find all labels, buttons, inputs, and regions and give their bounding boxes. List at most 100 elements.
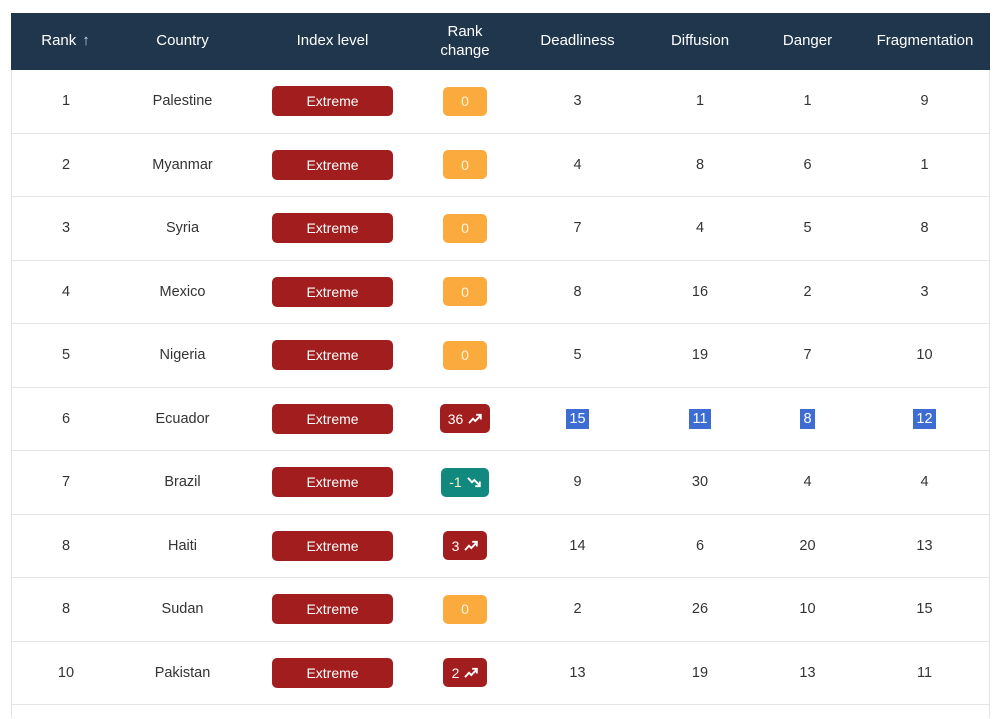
cell-rank: 2 bbox=[61, 156, 71, 173]
cell-danger: 4 bbox=[803, 474, 812, 491]
column-label: Rank bbox=[41, 32, 77, 50]
column-label: Index level bbox=[296, 32, 369, 50]
column-label: Diffusion bbox=[670, 32, 730, 50]
cell-fragmentation: 3 bbox=[920, 283, 929, 300]
cell-deadliness: 5 bbox=[573, 347, 582, 364]
cell-rank: 8 bbox=[61, 537, 71, 554]
cell-fragmentation: 11 bbox=[916, 664, 933, 681]
cell-fragmentation: 8 bbox=[920, 220, 929, 237]
table-row: 6 Ecuador Extreme 36 15 11 8 bbox=[12, 388, 989, 451]
cell-rank-change: 0 bbox=[420, 324, 510, 387]
column-label: Country bbox=[156, 32, 209, 50]
header-cell-index_level[interactable]: Index level bbox=[245, 13, 420, 70]
table-row: 2 Myanmar Extreme 0 4 8 6 1 bbox=[12, 134, 989, 197]
cell-deadliness: 9 bbox=[573, 474, 582, 491]
table-row: 7 Brazil Extreme -1 9 30 4 bbox=[12, 451, 989, 515]
cell-deadliness: 13 bbox=[569, 664, 586, 681]
index-level-badge: Extreme bbox=[272, 594, 393, 625]
partial-next-row bbox=[11, 705, 990, 718]
cell-rank: 4 bbox=[61, 283, 71, 300]
index-level-badge: Extreme bbox=[272, 276, 393, 307]
cell-danger: 1 bbox=[803, 93, 812, 110]
cell-diffusion: 19 bbox=[691, 347, 709, 364]
cell-rank: 1 bbox=[61, 93, 71, 110]
index-level-badge: Extreme bbox=[272, 213, 393, 244]
cell-index-level: Extreme bbox=[245, 388, 420, 451]
cell-fragmentation: 1 bbox=[920, 156, 929, 173]
index-level-badge: Extreme bbox=[272, 86, 393, 117]
index-level-badge: Extreme bbox=[272, 340, 393, 371]
cell-country: Brazil bbox=[164, 474, 201, 491]
cell-deadliness: 7 bbox=[573, 220, 582, 237]
rank-change-badge: -1 bbox=[441, 467, 489, 497]
table-row: 4 Mexico Extreme 0 8 16 2 3 bbox=[12, 261, 989, 324]
cell-rank: 3 bbox=[61, 220, 71, 237]
cell-diffusion: 4 bbox=[695, 220, 705, 237]
cell-rank: 10 bbox=[57, 664, 75, 681]
cell-fragmentation: 15 bbox=[916, 601, 933, 618]
table-row: 5 Nigeria Extreme 0 5 19 7 10 bbox=[12, 324, 989, 388]
cell-country: Sudan bbox=[161, 601, 204, 618]
cell-danger: 10 bbox=[799, 601, 816, 618]
cell-danger: 7 bbox=[803, 347, 812, 364]
table-row: 8 Haiti Extreme 3 14 6 20 bbox=[12, 515, 989, 578]
cell-danger: 2 bbox=[803, 283, 812, 300]
cell-country: Syria bbox=[165, 220, 200, 237]
table-body: 1 Palestine Extreme 0 3 1 1 9 2 bbox=[11, 70, 990, 705]
column-label: Danger bbox=[782, 32, 833, 50]
header-cell-diffusion[interactable]: Diffusion bbox=[645, 13, 755, 70]
cell-index-level: Extreme bbox=[245, 197, 420, 260]
cell-danger: 8 bbox=[755, 388, 860, 451]
cell-diffusion: 30 bbox=[691, 474, 709, 491]
cell-fragmentation: 4 bbox=[920, 474, 929, 491]
rank-change-badge: 36 bbox=[439, 404, 491, 434]
header-cell-rank_change[interactable]: Rank change bbox=[420, 13, 510, 70]
index-level-badge: Extreme bbox=[272, 403, 393, 434]
table-header: Rank ↑ Country Index level Rank change D… bbox=[11, 13, 990, 70]
cell-deadliness: 15 bbox=[510, 388, 645, 451]
cell-country: Nigeria bbox=[159, 347, 206, 364]
cell-rank-change: 0 bbox=[420, 261, 510, 324]
cell-rank: 7 bbox=[61, 474, 71, 491]
index-level-badge: Extreme bbox=[272, 149, 393, 180]
header-cell-fragmentation[interactable]: Fragmentation bbox=[860, 13, 990, 70]
cell-index-level: Extreme bbox=[245, 451, 420, 514]
trending-up-icon bbox=[468, 413, 483, 424]
header-cell-deadliness[interactable]: Deadliness bbox=[510, 13, 645, 70]
header-cell-rank[interactable]: Rank ↑ bbox=[11, 13, 120, 70]
table-row: 10 Pakistan Extreme 2 13 19 13 bbox=[12, 642, 989, 705]
cell-deadliness: 2 bbox=[573, 601, 582, 618]
trending-up-icon bbox=[464, 540, 479, 551]
cell-diffusion: 8 bbox=[695, 156, 705, 173]
cell-rank: 5 bbox=[61, 347, 71, 364]
cell-country: Haiti bbox=[167, 537, 197, 554]
cell-diffusion: 26 bbox=[691, 601, 709, 618]
trending-up-icon bbox=[464, 667, 479, 678]
index-level-badge: Extreme bbox=[272, 467, 393, 498]
cell-deadliness: 14 bbox=[569, 537, 586, 554]
cell-rank-change: 0 bbox=[420, 578, 510, 641]
cell-rank-change: 3 bbox=[420, 515, 510, 578]
cell-danger: 20 bbox=[799, 537, 816, 554]
cell-deadliness: 4 bbox=[573, 156, 582, 173]
cell-diffusion: 11 bbox=[645, 388, 755, 451]
cell-country: Mexico bbox=[159, 283, 206, 300]
index-level-badge: Extreme bbox=[272, 657, 393, 688]
cell-index-level: Extreme bbox=[245, 324, 420, 387]
cell-index-level: Extreme bbox=[245, 515, 420, 578]
header-cell-danger[interactable]: Danger bbox=[755, 13, 860, 70]
cell-rank-change: 0 bbox=[420, 134, 510, 197]
cell-deadliness: 3 bbox=[573, 93, 582, 110]
rank-change-badge: 0 bbox=[443, 213, 487, 243]
rank-change-badge: 3 bbox=[443, 531, 487, 561]
cell-country: Palestine bbox=[152, 93, 213, 110]
cell-index-level: Extreme bbox=[245, 642, 420, 705]
conflict-index-table: Rank ↑ Country Index level Rank change D… bbox=[11, 13, 990, 718]
cell-rank-change: 0 bbox=[420, 197, 510, 260]
sort-ascending-icon: ↑ bbox=[82, 32, 90, 50]
cell-rank-change: 2 bbox=[420, 642, 510, 705]
cell-fragmentation: 9 bbox=[920, 93, 929, 110]
rank-change-badge: 0 bbox=[443, 277, 487, 307]
table-row: 1 Palestine Extreme 0 3 1 1 9 bbox=[12, 70, 989, 134]
header-cell-country[interactable]: Country bbox=[120, 13, 245, 70]
